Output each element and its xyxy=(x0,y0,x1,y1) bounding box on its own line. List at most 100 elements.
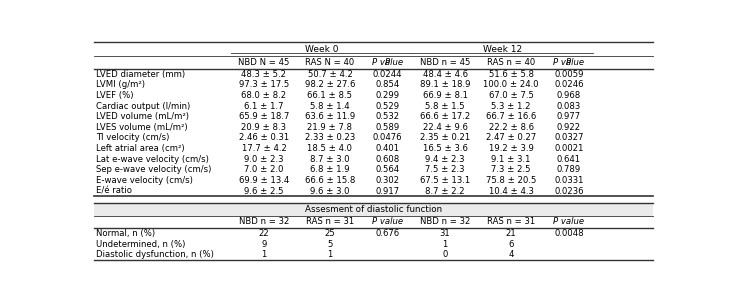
Text: 69.9 ± 13.4: 69.9 ± 13.4 xyxy=(239,176,289,185)
Text: 89.1 ± 18.9: 89.1 ± 18.9 xyxy=(420,80,470,89)
Text: 0.917: 0.917 xyxy=(375,187,399,196)
Text: NBD N = 45: NBD N = 45 xyxy=(238,58,289,67)
Text: Normal, n (%): Normal, n (%) xyxy=(96,229,155,238)
Text: 0.401: 0.401 xyxy=(375,144,399,153)
Text: 68.0 ± 8.2: 68.0 ± 8.2 xyxy=(241,91,286,100)
Text: 2.33 ± 0.23: 2.33 ± 0.23 xyxy=(305,133,355,142)
Text: 17.7 ± 4.2: 17.7 ± 4.2 xyxy=(241,144,286,153)
Text: 21.9 ± 7.8: 21.9 ± 7.8 xyxy=(308,123,353,132)
Text: 66.9 ± 8.1: 66.9 ± 8.1 xyxy=(423,91,468,100)
Text: 18.5 ± 4.0: 18.5 ± 4.0 xyxy=(308,144,353,153)
Text: P value: P value xyxy=(372,217,403,227)
Text: RAS N = 40: RAS N = 40 xyxy=(305,58,354,67)
Bar xyxy=(94,203,653,216)
Text: 5.8 ± 1.5: 5.8 ± 1.5 xyxy=(426,101,465,111)
Text: 9.1 ± 3.1: 9.1 ± 3.1 xyxy=(491,155,531,164)
Text: 8.7 ± 2.2: 8.7 ± 2.2 xyxy=(426,187,465,196)
Text: LVED volume (mL/m²): LVED volume (mL/m²) xyxy=(96,112,190,121)
Text: P: P xyxy=(566,58,572,67)
Text: 22.4 ± 9.6: 22.4 ± 9.6 xyxy=(423,123,467,132)
Text: 5.3 ± 1.2: 5.3 ± 1.2 xyxy=(491,101,531,111)
Text: LVEF (%): LVEF (%) xyxy=(96,91,133,100)
Text: P value: P value xyxy=(553,217,585,227)
Text: 1: 1 xyxy=(327,250,332,260)
Text: 8.7 ± 3.0: 8.7 ± 3.0 xyxy=(310,155,350,164)
Text: 0.0327: 0.0327 xyxy=(554,133,584,142)
Text: E-wave velocity (cm/s): E-wave velocity (cm/s) xyxy=(96,176,193,185)
Text: Week 0: Week 0 xyxy=(305,45,338,54)
Text: LVED diameter (mm): LVED diameter (mm) xyxy=(96,70,185,79)
Text: 10.4 ± 4.3: 10.4 ± 4.3 xyxy=(488,187,534,196)
Text: 31: 31 xyxy=(440,229,451,238)
Text: 0.0021: 0.0021 xyxy=(554,144,584,153)
Text: 66.7 ± 16.6: 66.7 ± 16.6 xyxy=(486,112,537,121)
Text: NBD n = 32: NBD n = 32 xyxy=(239,217,289,227)
Text: 20.9 ± 8.3: 20.9 ± 8.3 xyxy=(241,123,286,132)
Text: Diastolic dysfunction, n (%): Diastolic dysfunction, n (%) xyxy=(96,250,214,260)
Text: 51.6 ± 5.8: 51.6 ± 5.8 xyxy=(488,70,534,79)
Text: 98.2 ± 27.6: 98.2 ± 27.6 xyxy=(305,80,355,89)
Text: 16.5 ± 3.6: 16.5 ± 3.6 xyxy=(423,144,467,153)
Text: 7.5 ± 2.3: 7.5 ± 2.3 xyxy=(426,165,465,174)
Text: 0.564: 0.564 xyxy=(375,165,399,174)
Text: RAS n = 40: RAS n = 40 xyxy=(487,58,535,67)
Text: 67.5 ± 13.1: 67.5 ± 13.1 xyxy=(420,176,470,185)
Text: 0.0476: 0.0476 xyxy=(373,133,402,142)
Text: P: P xyxy=(385,58,390,67)
Text: 9.0 ± 2.3: 9.0 ± 2.3 xyxy=(244,155,284,164)
Text: 66.6 ± 17.2: 66.6 ± 17.2 xyxy=(420,112,470,121)
Text: 0.789: 0.789 xyxy=(557,165,581,174)
Text: Undetermined, n (%): Undetermined, n (%) xyxy=(96,240,186,249)
Text: 2.35 ± 0.21: 2.35 ± 0.21 xyxy=(420,133,470,142)
Text: Assesment of diastolic function: Assesment of diastolic function xyxy=(305,205,443,214)
Text: 0.532: 0.532 xyxy=(375,112,399,121)
Text: P value: P value xyxy=(372,58,403,67)
Text: 0.589: 0.589 xyxy=(375,123,399,132)
Text: 0.0331: 0.0331 xyxy=(554,176,584,185)
Text: 0.0246: 0.0246 xyxy=(554,80,584,89)
Text: 0.608: 0.608 xyxy=(375,155,399,164)
Text: Lat e-wave velocity (cm/s): Lat e-wave velocity (cm/s) xyxy=(96,155,209,164)
Text: 75.8 ± 20.5: 75.8 ± 20.5 xyxy=(486,176,537,185)
Text: 0.302: 0.302 xyxy=(375,176,399,185)
Text: 2.46 ± 0.31: 2.46 ± 0.31 xyxy=(239,133,289,142)
Text: 0.529: 0.529 xyxy=(375,101,399,111)
Text: 0.0236: 0.0236 xyxy=(554,187,584,196)
Text: 65.9 ± 18.7: 65.9 ± 18.7 xyxy=(239,112,289,121)
Text: 1: 1 xyxy=(261,250,267,260)
Text: 0.977: 0.977 xyxy=(557,112,581,121)
Text: 5: 5 xyxy=(327,240,332,249)
Text: 0.968: 0.968 xyxy=(557,91,581,100)
Text: NBD n = 32: NBD n = 32 xyxy=(420,217,470,227)
Text: 9.4 ± 2.3: 9.4 ± 2.3 xyxy=(426,155,465,164)
Text: 22: 22 xyxy=(259,229,269,238)
Text: LVMI (g/m²): LVMI (g/m²) xyxy=(96,80,145,89)
Text: 0.641: 0.641 xyxy=(557,155,581,164)
Text: 66.6 ± 15.8: 66.6 ± 15.8 xyxy=(305,176,355,185)
Text: Tl velocity (cm/s): Tl velocity (cm/s) xyxy=(96,133,170,142)
Text: E/é ratio: E/é ratio xyxy=(96,187,132,196)
Text: RAS n = 31: RAS n = 31 xyxy=(306,217,354,227)
Text: Left atrial area (cm²): Left atrial area (cm²) xyxy=(96,144,185,153)
Text: 67.0 ± 7.5: 67.0 ± 7.5 xyxy=(488,91,534,100)
Text: 9: 9 xyxy=(261,240,267,249)
Text: 63.6 ± 11.9: 63.6 ± 11.9 xyxy=(305,112,355,121)
Text: 19.2 ± 3.9: 19.2 ± 3.9 xyxy=(488,144,534,153)
Text: 0.922: 0.922 xyxy=(557,123,581,132)
Text: 25: 25 xyxy=(324,229,335,238)
Text: 6.8 ± 1.9: 6.8 ± 1.9 xyxy=(310,165,350,174)
Text: 0.299: 0.299 xyxy=(375,91,399,100)
Text: 48.4 ± 4.6: 48.4 ± 4.6 xyxy=(423,70,468,79)
Text: 0.0048: 0.0048 xyxy=(554,229,584,238)
Text: 66.1 ± 8.5: 66.1 ± 8.5 xyxy=(308,91,353,100)
Text: 22.2 ± 8.6: 22.2 ± 8.6 xyxy=(488,123,534,132)
Text: 50.7 ± 4.2: 50.7 ± 4.2 xyxy=(308,70,352,79)
Text: 0.0059: 0.0059 xyxy=(554,70,584,79)
Text: 0.083: 0.083 xyxy=(557,101,581,111)
Text: 6: 6 xyxy=(509,240,514,249)
Text: Cardiac output (l/min): Cardiac output (l/min) xyxy=(96,101,190,111)
Text: Sep e-wave velocity (cm/s): Sep e-wave velocity (cm/s) xyxy=(96,165,211,174)
Text: 97.3 ± 17.5: 97.3 ± 17.5 xyxy=(239,80,289,89)
Text: P value: P value xyxy=(553,58,585,67)
Text: 9.6 ± 3.0: 9.6 ± 3.0 xyxy=(311,187,350,196)
